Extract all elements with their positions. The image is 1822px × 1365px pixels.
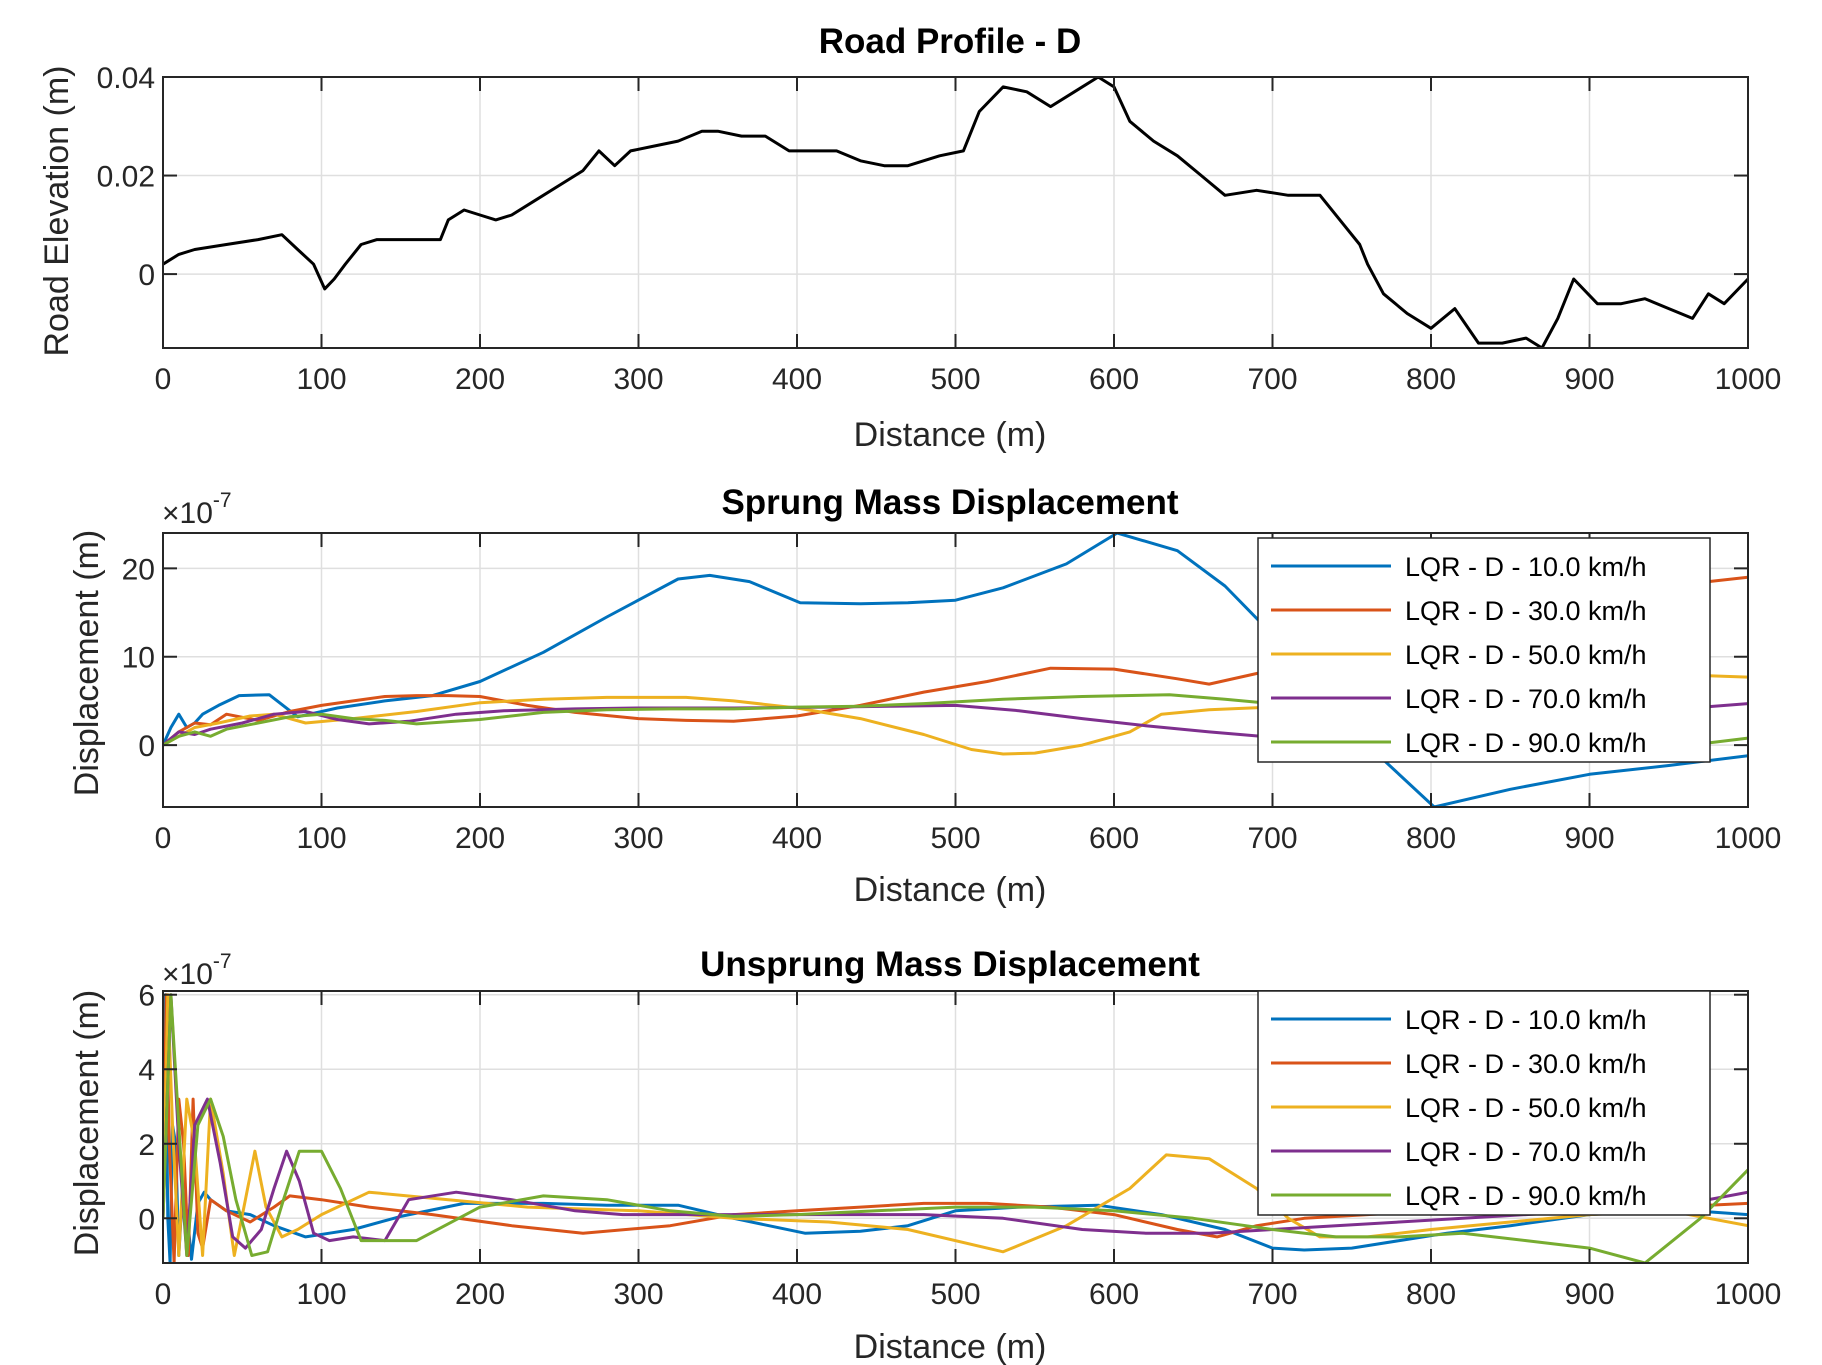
sprung-mass-y-tick-label: 0	[138, 730, 155, 763]
sprung-mass-x-tick-label: 300	[613, 822, 663, 855]
road-profile-x-tick-label: 900	[1564, 363, 1614, 396]
unsprung-mass-x-tick-label: 700	[1247, 1278, 1297, 1311]
road-profile-x-tick-label: 500	[930, 363, 980, 396]
unsprung-mass-legend-label-4: LQR - D - 90.0 km/h	[1405, 1181, 1647, 1211]
unsprung-mass-legend-label-0: LQR - D - 10.0 km/h	[1405, 1005, 1647, 1035]
unsprung-mass-exponent: ×10-7	[162, 950, 232, 991]
unsprung-mass-x-tick-label: 800	[1406, 1278, 1456, 1311]
unsprung-mass-panel: 0 100 200 300 400 500 600 700 800 900 1000 0 2 4 6 LQR …	[68, 945, 1781, 1365]
unsprung-mass-x-tick-label: 400	[772, 1278, 822, 1311]
sprung-mass-exponent-base: ×10	[162, 497, 213, 530]
road-profile-series-line-0	[163, 77, 1748, 348]
unsprung-mass-y-tick-label: 4	[138, 1054, 155, 1087]
unsprung-mass-series-line-3	[163, 993, 1748, 1257]
road-profile-title: Road Profile - D	[819, 22, 1082, 61]
road-profile-y-tick-label: 0	[138, 259, 155, 292]
road-profile-x-tick-label: 0	[155, 363, 172, 396]
road-profile-x-tick-label: 200	[455, 363, 505, 396]
road-profile-series-group	[163, 77, 1748, 348]
unsprung-mass-legend-label-1: LQR - D - 30.0 km/h	[1405, 1049, 1647, 1079]
sprung-mass-x-tick-label: 0	[155, 822, 172, 855]
sprung-mass-legend-label-4: LQR - D - 90.0 km/h	[1405, 728, 1647, 758]
unsprung-mass-x-tick-label: 200	[455, 1278, 505, 1311]
road-profile-y-tick-label: 0.02	[97, 161, 155, 194]
sprung-mass-exponent-power: -7	[213, 489, 232, 512]
sprung-mass-y-tick-label: 10	[122, 642, 155, 675]
unsprung-mass-title: Unsprung Mass Displacement	[700, 945, 1200, 984]
unsprung-mass-x-tick-label: 600	[1089, 1278, 1139, 1311]
sprung-mass-x-tick-label: 400	[772, 822, 822, 855]
road-profile-x-tick-label: 700	[1247, 363, 1297, 396]
unsprung-mass-exponent-power: -7	[213, 950, 232, 973]
unsprung-mass-x-tick-label: 1000	[1715, 1278, 1782, 1311]
sprung-mass-x-tick-label: 1000	[1715, 822, 1782, 855]
sprung-mass-ylabel: Displacement (m)	[68, 530, 106, 796]
unsprung-mass-xlabel: Distance (m)	[854, 1328, 1047, 1365]
sprung-mass-legend: LQR - D - 10.0 km/h LQR - D - 30.0 km/h LQ…	[1257, 537, 1711, 763]
unsprung-mass-legend-label-2: LQR - D - 50.0 km/h	[1405, 1093, 1647, 1123]
unsprung-mass-series-line-2	[163, 993, 1748, 1257]
sprung-mass-y-tick-label: 20	[122, 553, 155, 586]
unsprung-mass-series-group	[163, 993, 1748, 1263]
unsprung-mass-legend-label-3: LQR - D - 70.0 km/h	[1405, 1137, 1647, 1167]
sprung-mass-legend-label-1: LQR - D - 30.0 km/h	[1405, 596, 1647, 626]
road-profile-x-tick-label: 100	[296, 363, 346, 396]
sprung-mass-x-tick-label: 200	[455, 822, 505, 855]
road-profile-xlabel: Distance (m)	[854, 416, 1047, 454]
road-profile-x-tick-label: 1000	[1715, 363, 1782, 396]
sprung-mass-title: Sprung Mass Displacement	[721, 483, 1178, 522]
unsprung-mass-x-tick-label: 0	[155, 1278, 172, 1311]
sprung-mass-xlabel: Distance (m)	[854, 871, 1047, 909]
road-profile-ylabel: Road Elevation (m)	[38, 65, 76, 356]
unsprung-mass-x-tick-label: 900	[1564, 1278, 1614, 1311]
road-profile-x-tick-label: 800	[1406, 363, 1456, 396]
sprung-mass-legend-label-0: LQR - D - 10.0 km/h	[1405, 552, 1647, 582]
unsprung-mass-y-tick-label: 0	[138, 1203, 155, 1236]
unsprung-mass-x-tick-label: 100	[296, 1278, 346, 1311]
unsprung-mass-series-line-4	[163, 993, 1748, 1263]
road-profile-y-tick-label: 0.04	[97, 62, 155, 95]
unsprung-mass-exponent-base: ×10	[162, 958, 213, 991]
unsprung-mass-legend-box	[1257, 990, 1711, 1216]
road-profile-x-tick-label: 600	[1089, 363, 1139, 396]
sprung-mass-legend-label-2: LQR - D - 50.0 km/h	[1405, 640, 1647, 670]
unsprung-mass-ylabel: Displacement (m)	[68, 990, 106, 1256]
sprung-mass-x-tick-label: 900	[1564, 822, 1614, 855]
unsprung-mass-x-tick-label: 300	[613, 1278, 663, 1311]
unsprung-mass-x-tick-label: 500	[930, 1278, 980, 1311]
sprung-mass-x-tick-label: 100	[296, 822, 346, 855]
unsprung-mass-y-tick-label: 2	[138, 1129, 155, 1162]
sprung-mass-legend-box	[1257, 537, 1711, 763]
sprung-mass-x-tick-label: 800	[1406, 822, 1456, 855]
road-profile-panel: 0 100 200 300 400 500 600 700 800 900 1000 0 0.02 0.0…	[38, 22, 1781, 454]
sprung-mass-x-tick-label: 500	[930, 822, 980, 855]
sprung-mass-x-tick-label: 600	[1089, 822, 1139, 855]
unsprung-mass-y-tick-label: 6	[138, 980, 155, 1013]
unsprung-mass-legend: LQR - D - 10.0 km/h LQR - D - 30.0 km/h LQ…	[1257, 990, 1711, 1216]
road-profile-x-tick-label: 400	[772, 363, 822, 396]
sprung-mass-x-tick-label: 700	[1247, 822, 1297, 855]
road-profile-x-tick-label: 300	[613, 363, 663, 396]
sprung-mass-legend-label-3: LQR - D - 70.0 km/h	[1405, 684, 1647, 714]
sprung-mass-exponent: ×10-7	[162, 489, 232, 530]
sprung-mass-panel: 0 100 200 300 400 500 600 700 800 900 1000 0 10 20 LQR…	[68, 483, 1781, 909]
